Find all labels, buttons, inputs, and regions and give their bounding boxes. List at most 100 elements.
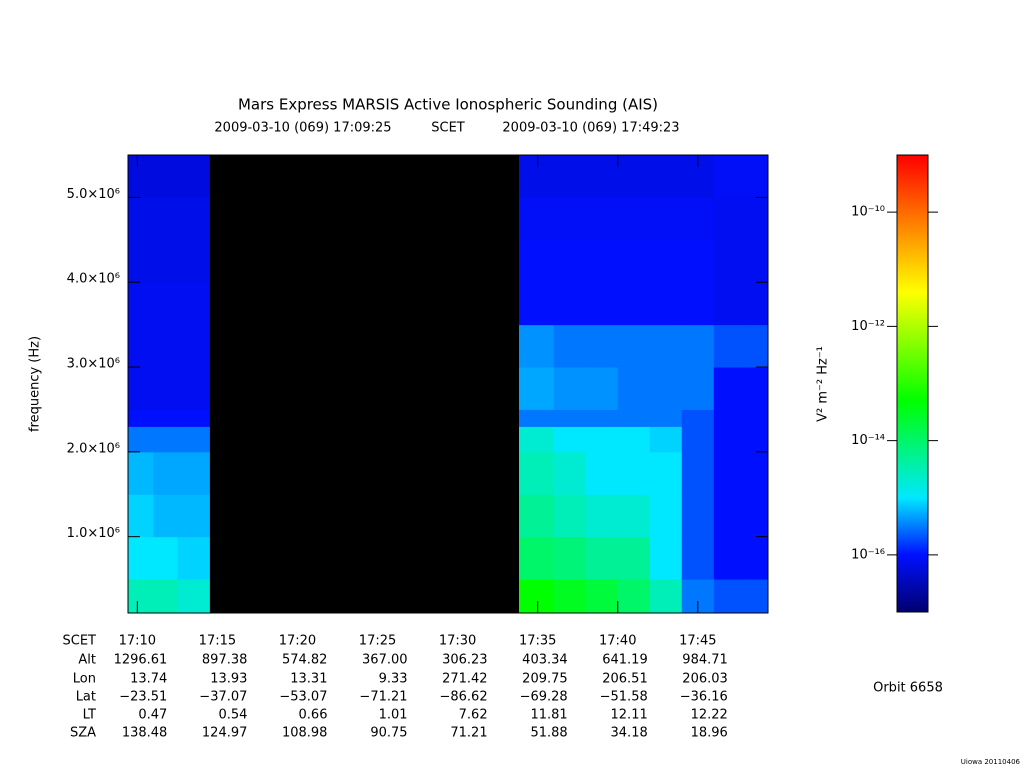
subtitle-scet: SCET <box>431 121 465 136</box>
heatmap-cell <box>681 282 715 326</box>
heatmap-cell <box>518 324 555 368</box>
ephemeris-label: Lat <box>76 690 96 705</box>
x-tick-label: 17:15 <box>199 634 236 649</box>
heatmap-cell <box>518 409 555 427</box>
heatmap-cell <box>713 155 747 198</box>
heatmap-cell <box>617 282 651 326</box>
heatmap-cell <box>745 282 769 326</box>
heatmap-cell <box>617 426 651 453</box>
heatmap-cell <box>681 426 715 453</box>
heatmap-cell <box>518 426 555 453</box>
heatmap-cell <box>518 197 555 241</box>
colorbar-tick-label: 10⁻¹⁴ <box>851 433 885 448</box>
ephemeris-value: −69.28 <box>520 690 568 705</box>
ephemeris-value: 13.31 <box>290 672 327 687</box>
heatmap-cell <box>713 324 747 368</box>
heatmap-cell <box>745 197 769 241</box>
heatmap-cell <box>153 579 178 614</box>
heatmap-cell <box>649 536 683 580</box>
heatmap-cell <box>681 409 715 427</box>
ephemeris-value: 13.93 <box>210 672 247 687</box>
ephemeris-value: 641.19 <box>602 653 648 668</box>
ephemeris-value: −86.62 <box>439 690 487 705</box>
ephemeris-value: 206.51 <box>602 672 648 687</box>
ephemeris-value: 12.22 <box>691 708 728 723</box>
heatmap-cell <box>153 451 178 495</box>
ephemeris-label: SCET <box>63 634 97 649</box>
heatmap-cell <box>128 579 154 614</box>
heatmap-cell <box>681 197 715 241</box>
heatmap-cell <box>585 451 619 495</box>
heatmap-cell <box>585 367 619 410</box>
ephemeris-value: 90.75 <box>370 726 407 741</box>
heatmap-cell <box>745 324 769 368</box>
heatmap-cell <box>177 579 210 614</box>
heatmap-cell <box>745 239 769 283</box>
heatmap-cell <box>177 367 210 410</box>
heatmap-cell <box>617 451 651 495</box>
heatmap-cell <box>153 197 178 241</box>
heatmap-cell <box>518 579 555 614</box>
ephemeris-label: Lon <box>73 672 96 687</box>
heatmap-cell <box>128 426 154 453</box>
heatmap-cell <box>553 579 587 614</box>
heatmap-cell <box>518 536 555 580</box>
ephemeris-value: 403.34 <box>522 653 568 668</box>
ephemeris-value: 897.38 <box>202 653 248 668</box>
heatmap-cell <box>153 239 178 283</box>
ephemeris-value: 34.18 <box>611 726 648 741</box>
heatmap-cell <box>713 409 747 427</box>
ephemeris-value: 11.81 <box>530 708 567 723</box>
x-tick-label: 17:20 <box>279 634 316 649</box>
ephemeris-value: 1.01 <box>379 708 408 723</box>
heatmap-cell <box>177 494 210 538</box>
ephemeris-value: −71.21 <box>359 690 407 705</box>
heatmap-cell <box>553 426 587 453</box>
heatmap-cell <box>128 536 154 580</box>
heatmap-cell <box>153 324 178 368</box>
heatmap-cell <box>553 451 587 495</box>
subtitle-start: 2009-03-10 (069) 17:09:25 <box>214 121 391 136</box>
plot-frame <box>127 154 769 614</box>
heatmap-cell <box>153 282 178 326</box>
ephemeris-value: 306.23 <box>442 653 488 668</box>
x-tick-label: 17:10 <box>119 634 156 649</box>
heatmap-cell <box>649 367 683 410</box>
x-tick-label: 17:30 <box>439 634 476 649</box>
ephemeris-value: −51.58 <box>600 690 648 705</box>
y-tick-label: 2.0×10⁶ <box>67 441 120 456</box>
x-tick-label: 17:35 <box>519 634 556 649</box>
heatmap-cell <box>553 282 587 326</box>
heatmap-cell <box>617 367 651 410</box>
heatmap-cell <box>713 197 747 241</box>
heatmap-cell <box>518 155 555 198</box>
y-tick-label: 5.0×10⁶ <box>67 187 120 202</box>
heatmap-cell <box>649 197 683 241</box>
ephemeris-value: 12.11 <box>611 708 648 723</box>
y-tick-label: 1.0×10⁶ <box>67 526 120 541</box>
heatmap-cell <box>128 494 154 538</box>
heatmap-cell <box>128 451 154 495</box>
ephemeris-label: LT <box>83 708 96 723</box>
ephemeris-value: 1296.61 <box>114 653 168 668</box>
heatmap-cell <box>518 451 555 495</box>
heatmap-cell <box>745 409 769 427</box>
heatmap-cell <box>177 197 210 241</box>
heatmap-cell <box>617 579 651 614</box>
orbit-label: Orbit 6658 <box>873 681 943 696</box>
colorbar-tick-label: 10⁻¹⁶ <box>851 547 885 562</box>
heatmap-cell <box>153 409 178 427</box>
heatmap-cell <box>713 536 747 580</box>
heatmap-cell <box>617 536 651 580</box>
heatmap-cell <box>177 409 210 427</box>
heatmap-cell <box>585 579 619 614</box>
heatmap-cell <box>128 282 154 326</box>
heatmap-cell <box>649 282 683 326</box>
heatmap-cell <box>585 155 619 198</box>
heatmap-cell <box>745 451 769 495</box>
heatmap-cell <box>177 324 210 368</box>
heatmap-cell <box>649 494 683 538</box>
heatmap-cell <box>153 494 178 538</box>
heatmap-cell <box>553 367 587 410</box>
ephemeris-value: 51.88 <box>530 726 567 741</box>
